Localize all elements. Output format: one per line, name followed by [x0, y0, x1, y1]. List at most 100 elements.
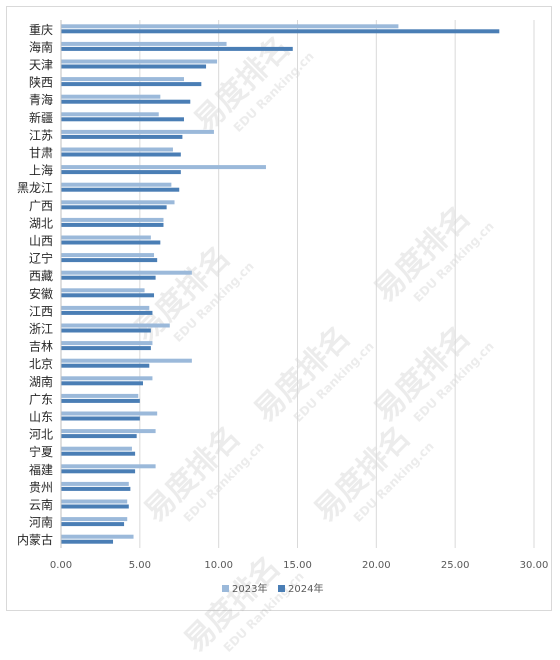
bar-series2 — [61, 117, 184, 122]
legend-swatch — [278, 585, 285, 592]
bar-series1 — [61, 129, 214, 134]
category-label: 宁夏 — [29, 444, 53, 459]
category-label: 吉林 — [29, 340, 53, 354]
bar-series1 — [61, 24, 399, 29]
bar-series2 — [61, 293, 155, 298]
bar-series1 — [61, 464, 156, 469]
bar-series2 — [61, 134, 183, 139]
bar-series2 — [61, 363, 150, 368]
category-label: 贵州 — [29, 480, 53, 494]
bar-series1 — [61, 481, 129, 486]
bar-series1 — [61, 358, 192, 363]
bar-series1 — [61, 393, 139, 398]
bar-series2 — [61, 258, 158, 263]
category-label: 广西 — [29, 199, 53, 213]
x-tick-label: 15.00 — [283, 560, 312, 571]
bar-series2 — [61, 310, 153, 315]
category-label: 甘肃 — [29, 146, 53, 160]
bar-series1 — [61, 341, 153, 346]
category-label: 安徽 — [29, 286, 53, 301]
bar-series2 — [61, 346, 151, 351]
x-tick-label: 30.00 — [520, 560, 549, 571]
category-label: 新疆 — [29, 110, 53, 125]
bar-series2 — [61, 539, 114, 544]
category-label: 广东 — [29, 392, 53, 406]
x-tick-label: 20.00 — [362, 560, 391, 571]
bar-series2 — [61, 486, 131, 491]
category-label: 河南 — [29, 515, 53, 530]
bar-chart: 0.00 5.00 10.00 15.00 20.00 25.00 30.00 重庆海南天津陕… — [17, 20, 549, 595]
x-tick-label: 10.00 — [204, 560, 233, 571]
bar-series1 — [61, 147, 173, 152]
category-label: 陕西 — [29, 75, 53, 90]
bar-series1 — [61, 200, 175, 205]
bar-series1 — [61, 112, 159, 117]
bar-series2 — [61, 187, 180, 192]
bar-series1 — [61, 182, 172, 187]
bar-series1 — [61, 253, 155, 258]
bar-series1 — [61, 446, 132, 451]
bar-series1 — [61, 429, 156, 434]
bar-series2 — [61, 451, 136, 456]
bar-series1 — [61, 499, 128, 504]
category-label: 湖北 — [29, 215, 53, 230]
bar-series1 — [61, 376, 153, 381]
category-label: 西藏 — [29, 269, 53, 283]
category-label: 河北 — [29, 428, 53, 442]
bar-series2 — [61, 222, 164, 227]
legend-swatch — [222, 585, 229, 592]
bar-series2 — [61, 434, 137, 439]
category-label: 江西 — [29, 304, 53, 318]
bar-series1 — [61, 305, 150, 310]
bar-series1 — [61, 77, 184, 82]
category-label: 福建 — [29, 462, 53, 477]
bar-series2 — [61, 152, 181, 157]
bar-series2 — [61, 469, 136, 474]
bar-series1 — [61, 59, 218, 64]
bar-series2 — [61, 205, 167, 210]
bar-series2 — [61, 46, 293, 51]
category-label: 青海 — [29, 92, 53, 107]
bar-series2 — [61, 416, 140, 421]
bar-series2 — [61, 522, 125, 527]
category-label: 湖南 — [29, 374, 53, 389]
bar-series2 — [61, 504, 129, 509]
category-label: 山西 — [29, 234, 53, 248]
category-label: 黑龙江 — [17, 181, 53, 195]
bar-series2 — [61, 398, 140, 403]
bar-series2 — [61, 328, 151, 333]
category-label: 重庆 — [29, 23, 53, 37]
category-label: 云南 — [29, 497, 53, 512]
bar-series1 — [61, 534, 134, 539]
category-label: 北京 — [29, 357, 53, 371]
bar-series1 — [61, 517, 128, 522]
bar-series1 — [61, 41, 227, 46]
bar-series2 — [61, 275, 156, 280]
bar-series2 — [61, 170, 181, 175]
category-label: 海南 — [29, 39, 53, 54]
x-tick-label: 0.00 — [50, 560, 72, 571]
category-label: 山东 — [29, 410, 53, 424]
bar-series1 — [61, 270, 192, 275]
bar-series2 — [61, 99, 191, 104]
bar-series1 — [61, 165, 266, 170]
category-label: 辽宁 — [29, 251, 53, 266]
bar-series2 — [61, 64, 207, 69]
bar-series1 — [61, 288, 145, 293]
bar-series1 — [61, 411, 158, 416]
bar-series2 — [61, 29, 500, 34]
bar-series2 — [61, 381, 143, 386]
category-label: 内蒙古 — [17, 532, 53, 547]
category-label: 浙江 — [29, 322, 53, 336]
legend-label: 2023年 — [232, 582, 267, 595]
category-label: 上海 — [29, 163, 53, 178]
bar-series1 — [61, 235, 151, 240]
legend-label: 2024年 — [288, 582, 323, 595]
category-label: 江苏 — [29, 128, 53, 142]
bar-series1 — [61, 217, 164, 222]
bar-series1 — [61, 94, 161, 99]
x-tick-label: 5.00 — [129, 560, 151, 571]
bar-series2 — [61, 240, 161, 245]
bar-series1 — [61, 323, 170, 328]
category-label: 天津 — [29, 58, 53, 72]
